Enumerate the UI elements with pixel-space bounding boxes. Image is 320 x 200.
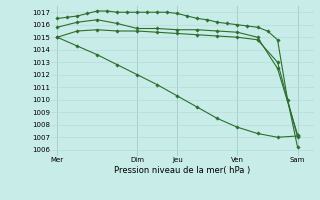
X-axis label: Pression niveau de la mer( hPa ): Pression niveau de la mer( hPa )	[114, 166, 251, 175]
